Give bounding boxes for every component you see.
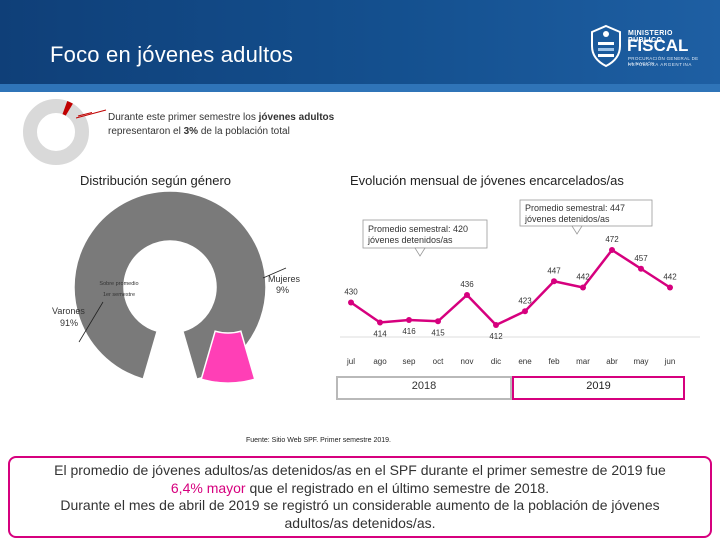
data-label: 423 — [518, 296, 532, 305]
page-title: Foco en jóvenes adultos — [50, 42, 294, 67]
data-label: 457 — [634, 254, 648, 263]
data-label: 414 — [373, 330, 387, 339]
year-2019-label: 2019 — [586, 380, 611, 392]
gender-slice-female — [200, 330, 256, 384]
gender-slices — [73, 190, 267, 384]
year-2019-box — [512, 376, 685, 400]
x-tick-label: nov — [461, 357, 474, 366]
data-label: 442 — [576, 273, 590, 282]
data-label: 442 — [663, 273, 677, 282]
male-value: 91% — [60, 318, 78, 328]
data-point — [464, 292, 470, 298]
intro-text-2: representaron el — [108, 126, 184, 137]
female-leader-line — [262, 267, 287, 279]
x-tick-label: sep — [403, 357, 416, 366]
conclusion-line-3: Durante el mes de abril de 2019 se regis… — [60, 497, 660, 513]
gender-center-label-2: 1er semestre — [103, 292, 135, 298]
x-tick-label: ago — [373, 357, 387, 366]
intro-bold-2: 3% — [183, 126, 199, 137]
header-bar: Foco en jóvenes adultos MINISTERIO PÚBLI… — [0, 0, 720, 92]
x-tick-label: dic — [491, 357, 501, 366]
data-point — [551, 278, 557, 285]
intro-bold-1: jóvenes adultos — [258, 112, 335, 123]
data-point — [609, 247, 615, 253]
logo-line-4: REPÚBLICA ARGENTINA — [628, 62, 692, 67]
year-2018-label: 2018 — [411, 380, 437, 392]
x-tick-label: abr — [606, 357, 618, 366]
data-point — [580, 284, 586, 291]
callout-2019-line1: Promedio semestral: 447 — [525, 203, 625, 213]
data-point — [638, 265, 644, 272]
logo-line-2: FISCAL — [627, 36, 689, 55]
male-label: Varones — [52, 306, 85, 316]
x-tick-label: feb — [548, 357, 560, 366]
female-value: 9% — [276, 285, 289, 295]
data-point — [667, 284, 673, 291]
conclusion-line-4: adultos/as detenidos/as. — [284, 514, 436, 531]
intro-text: Durante este primer semestre los jóvenes… — [108, 111, 428, 139]
year-2018-box — [336, 376, 512, 400]
callout-2018-pointer — [414, 247, 426, 257]
callout-2018-box — [362, 219, 488, 249]
callout-2019-pointer — [571, 225, 583, 235]
gender-chart-title: Distribución según género — [80, 173, 232, 188]
x-tick-label: jul — [346, 357, 355, 366]
conclusion-line-2-rest: que el registrado en el último semestre … — [245, 479, 550, 496]
intro-text-1: Durante este primer semestre los — [108, 112, 259, 123]
logo-line-1: MINISTERIO PÚBLICO — [628, 30, 673, 44]
callout-2019-box — [519, 199, 653, 227]
data-point — [348, 299, 354, 306]
logo-line-3: PROCURACIÓN GENERAL DE LA NACIÓN — [628, 56, 699, 66]
data-label: 416 — [402, 327, 416, 336]
data-label: 415 — [431, 328, 445, 337]
share-donut — [23, 99, 92, 165]
gender-chart: Sobre promedio 1er semestre Varones 91% … — [52, 190, 301, 384]
x-tick-label: ene — [518, 357, 532, 366]
conclusion-line-2: 6,4% mayor que el registrado en el últim… — [20, 480, 700, 498]
data-point — [522, 308, 528, 315]
data-point — [435, 318, 441, 325]
callout-2019-line2: jóvenes detenidos/as — [524, 214, 610, 224]
intro-text-3: de la población total — [198, 126, 290, 137]
header-stripe — [0, 84, 720, 92]
callout-2018-line1: Promedio semestral: 420 — [368, 224, 468, 234]
x-tick-label: may — [633, 357, 648, 366]
share-pointer — [77, 111, 92, 117]
mpf-logo: MINISTERIO PÚBLICO FISCAL PROCURACIÓN GE… — [588, 22, 700, 70]
monthly-line-chart: Promedio semestral: 420 jóvenes detenido… — [340, 199, 700, 366]
shield-icon — [591, 24, 621, 68]
monthly-chart-title: Evolución mensual de jóvenes encarcelado… — [350, 173, 624, 188]
line-marks: 430 jul 414 ago 416 sep 415 oct 436 nov 412 dic 423 e… — [344, 235, 677, 366]
female-label: Mujeres — [268, 274, 301, 284]
x-tick-label: oct — [433, 357, 444, 366]
series-line — [350, 248, 671, 327]
data-point — [493, 322, 499, 328]
x-tick-label: mar — [576, 357, 590, 366]
data-point — [406, 317, 412, 323]
data-label: 412 — [489, 332, 503, 341]
gender-center-label-1: Sobre promedio — [99, 281, 138, 287]
data-label: 436 — [460, 280, 474, 289]
data-point — [377, 319, 383, 326]
source-note: Fuente: Sitio Web SPF. Primer semestre 2… — [246, 437, 391, 444]
x-tick-label: jun — [664, 357, 676, 366]
conclusion-box: El promedio de jóvenes adultos/as deteni… — [8, 456, 712, 538]
callout-2018-line2: jóvenes detenidos/as — [367, 235, 453, 245]
data-label: 447 — [547, 266, 561, 275]
conclusion-line-1: El promedio de jóvenes adultos/as deteni… — [54, 462, 666, 478]
share-donut-slice — [23, 99, 89, 165]
data-label: 430 — [344, 288, 358, 297]
share-donut-base — [23, 99, 89, 165]
conclusion-highlight: 6,4% mayor — [170, 479, 246, 496]
data-label: 472 — [605, 235, 619, 244]
male-leader-line — [78, 301, 104, 343]
share-pointer-line — [76, 109, 107, 119]
